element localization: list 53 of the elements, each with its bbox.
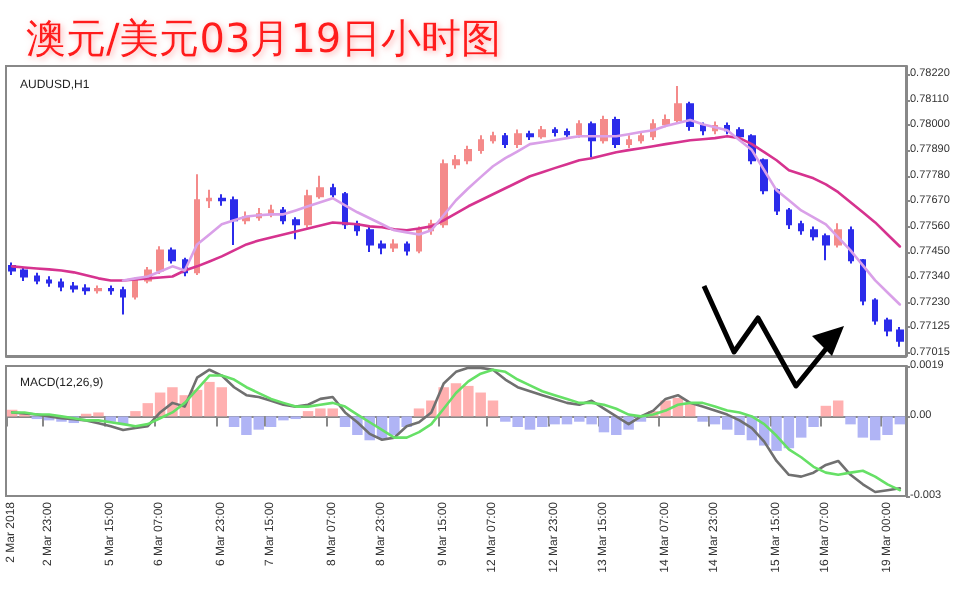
candlestick [292, 216, 300, 241]
candlestick [132, 276, 138, 301]
candlestick [20, 266, 28, 282]
candlestick [822, 232, 830, 262]
candlestick [70, 281, 78, 294]
candlestick [464, 144, 472, 166]
candlestick [638, 130, 644, 145]
line-series [121, 118, 902, 306]
candlestick [626, 134, 632, 150]
candlestick [452, 153, 460, 170]
candlestick [896, 326, 904, 348]
candlestick [304, 188, 312, 229]
candlestick [218, 193, 226, 207]
candlestick [58, 277, 64, 293]
candlestick [390, 238, 398, 254]
candlestick [316, 174, 324, 200]
candlestick [700, 121, 706, 137]
candlestick [662, 113, 670, 129]
candlestick [526, 129, 534, 141]
candlestick [576, 119, 582, 139]
line-series [10, 134, 902, 282]
candlestick [872, 297, 878, 326]
chart-title: 澳元/美元03月19日小时图 [26, 14, 502, 62]
candlestick [674, 85, 682, 125]
candlestick [156, 245, 164, 275]
candlestick [798, 219, 804, 236]
candlestick [514, 128, 522, 150]
candlestick [502, 132, 508, 150]
candlestick [538, 125, 546, 140]
candlestick [168, 246, 176, 265]
candlestick [810, 225, 818, 242]
candlestick [108, 284, 114, 296]
candlestick [330, 182, 336, 200]
candlestick [94, 284, 102, 295]
candlestick [82, 283, 90, 296]
candlestick [490, 130, 496, 145]
candlestick [366, 225, 374, 254]
candlestick [230, 195, 238, 247]
candlestick [552, 126, 558, 138]
candlestick [884, 316, 892, 338]
candlestick [860, 257, 866, 307]
candlestick [564, 127, 570, 140]
candlestick [378, 239, 386, 256]
candlestick [120, 285, 126, 316]
candlestick [612, 115, 620, 150]
candlestick [194, 173, 200, 277]
candlestick [478, 134, 484, 155]
candlestick [736, 126, 744, 141]
candlestick [404, 240, 410, 257]
candlestick [206, 188, 212, 210]
candlestick [786, 207, 792, 230]
candlestick [34, 271, 40, 286]
candlestick [46, 275, 52, 288]
